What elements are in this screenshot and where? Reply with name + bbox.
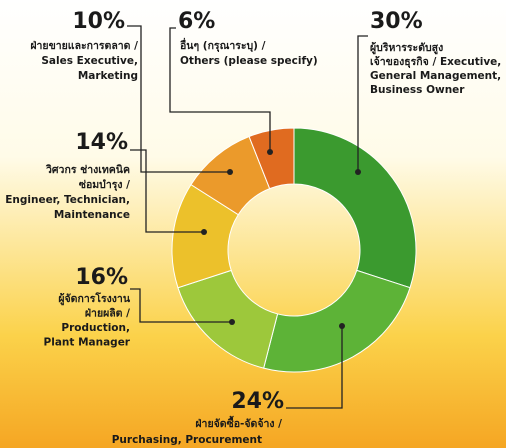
leader-dot: [227, 169, 233, 175]
category-label: ผู้บริหารระดับสูง: [370, 41, 443, 55]
value-label: 14%: [75, 130, 128, 155]
category-label: ผู้จัดการโรงงาน: [58, 292, 130, 306]
category-label: Others (please specify): [180, 55, 318, 67]
category-label: Business Owner: [370, 84, 465, 96]
category-label: Sales Executive,: [41, 55, 138, 67]
value-label: 16%: [75, 265, 128, 290]
leader-line: [130, 288, 232, 323]
category-label: Marketing: [78, 70, 138, 82]
leader-line: [286, 326, 343, 409]
category-label: Purchasing, Procurement: [112, 434, 262, 446]
category-label: General Management,: [370, 70, 501, 82]
category-label: ฝ่ายผลิต /: [85, 308, 130, 320]
leader-line: [130, 149, 204, 233]
value-label: 24%: [231, 389, 284, 414]
leader-line: [169, 27, 271, 152]
leader-line: [357, 35, 368, 172]
category-label: เจ้าของธุรกิจ / Executive,: [370, 55, 501, 69]
donut-segment: [248, 127, 295, 190]
category-label: ซ่อมบำรุง /: [79, 179, 130, 192]
category-label: Maintenance: [54, 209, 130, 221]
category-label: อื่นๆ (กรุณาระบุ) /: [180, 37, 266, 53]
leader-dot: [267, 149, 273, 155]
category-label: ฝ่ายจัดซื้อ-จัดจ้าง /: [195, 415, 282, 430]
value-label: 30%: [370, 9, 423, 34]
category-label: Production,: [61, 322, 130, 334]
category-label: Engineer, Technician,: [5, 194, 130, 206]
leader-dot: [229, 319, 235, 325]
category-label: วิศวกร ช่างเทคนิค: [45, 164, 130, 176]
leader-line: [127, 25, 230, 173]
leader-dot: [355, 169, 361, 175]
value-label: 10%: [72, 9, 125, 34]
value-label: 6%: [178, 9, 215, 34]
leader-dot: [339, 323, 345, 329]
category-label: Plant Manager: [44, 337, 131, 349]
leader-dot: [201, 229, 207, 235]
category-label: ฝ่ายขายและการตลาด /: [30, 40, 138, 52]
donut-segment: [263, 269, 411, 373]
